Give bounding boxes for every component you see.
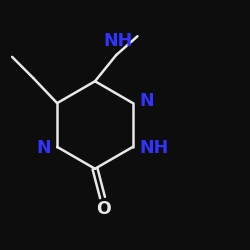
Text: N: N — [139, 92, 154, 110]
Text: NH: NH — [139, 139, 168, 157]
Text: N: N — [36, 139, 51, 157]
Text: O: O — [96, 200, 111, 218]
Text: NH: NH — [103, 32, 132, 50]
